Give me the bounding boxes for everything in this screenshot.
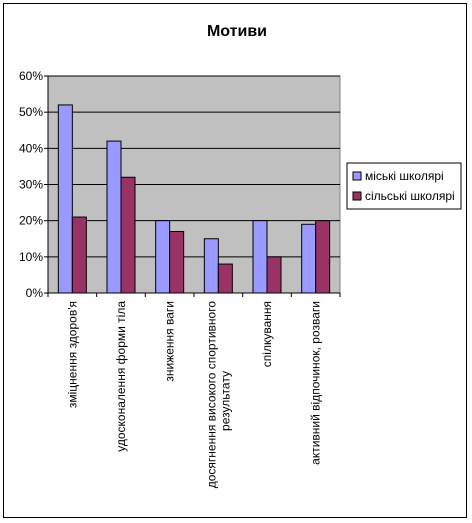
bar-series-1-cat-6: [301, 223, 317, 294]
y-tick-label: 60%: [19, 69, 43, 83]
x-category-label: удосконалення форми тіла: [114, 301, 128, 452]
chart-title: Мотиви: [207, 23, 267, 40]
x-category-label: активний відпочинок, розваги: [309, 301, 323, 465]
legend-box: [346, 162, 462, 210]
y-tick-label: 10%: [19, 250, 43, 264]
x-category-label: досягнення високого спортивногорезультат…: [204, 301, 232, 489]
y-tick-label: 20%: [19, 214, 43, 228]
y-tick-label: 0%: [26, 286, 44, 300]
bar-series-2-cat-2: [120, 176, 136, 294]
axes: [44, 75, 341, 297]
bar-series-2-cat-6: [315, 220, 331, 294]
gridlines: [48, 75, 340, 258]
legend-label: міські школярі: [365, 169, 444, 183]
bar-series-1-cat-3: [155, 220, 171, 294]
bar-series-2-cat-5: [266, 256, 282, 294]
bar-series-1-cat-1: [57, 104, 73, 294]
y-axis-tick-labels: 0% 10% 20% 30% 40% 50% 60%: [19, 69, 43, 300]
y-tick-label: 30%: [19, 178, 43, 192]
bars: [57, 104, 331, 294]
x-category-label: спілкування: [260, 301, 274, 367]
y-tick-label: 40%: [19, 141, 43, 155]
legend-swatch: [352, 171, 362, 181]
y-tick-label: 50%: [19, 105, 43, 119]
bar-series-1-cat-4: [203, 238, 219, 294]
bar-series-1-cat-5: [252, 220, 268, 294]
x-category-label: зміцнення здоров'я: [65, 301, 79, 408]
legend-label: сільські школярі: [365, 189, 455, 203]
bar-series-2-cat-1: [71, 216, 87, 294]
bar-series-2-cat-3: [169, 231, 185, 294]
bar-series-2-cat-4: [217, 263, 233, 294]
legend-swatch: [352, 191, 362, 201]
x-category-label: зниження ваги: [163, 301, 177, 382]
legend: міські школярі сільські школярі: [346, 162, 462, 210]
bar-series-1-cat-2: [106, 140, 122, 294]
x-axis-category-labels: зміцнення здоров'я удосконалення форми ті…: [65, 301, 322, 489]
